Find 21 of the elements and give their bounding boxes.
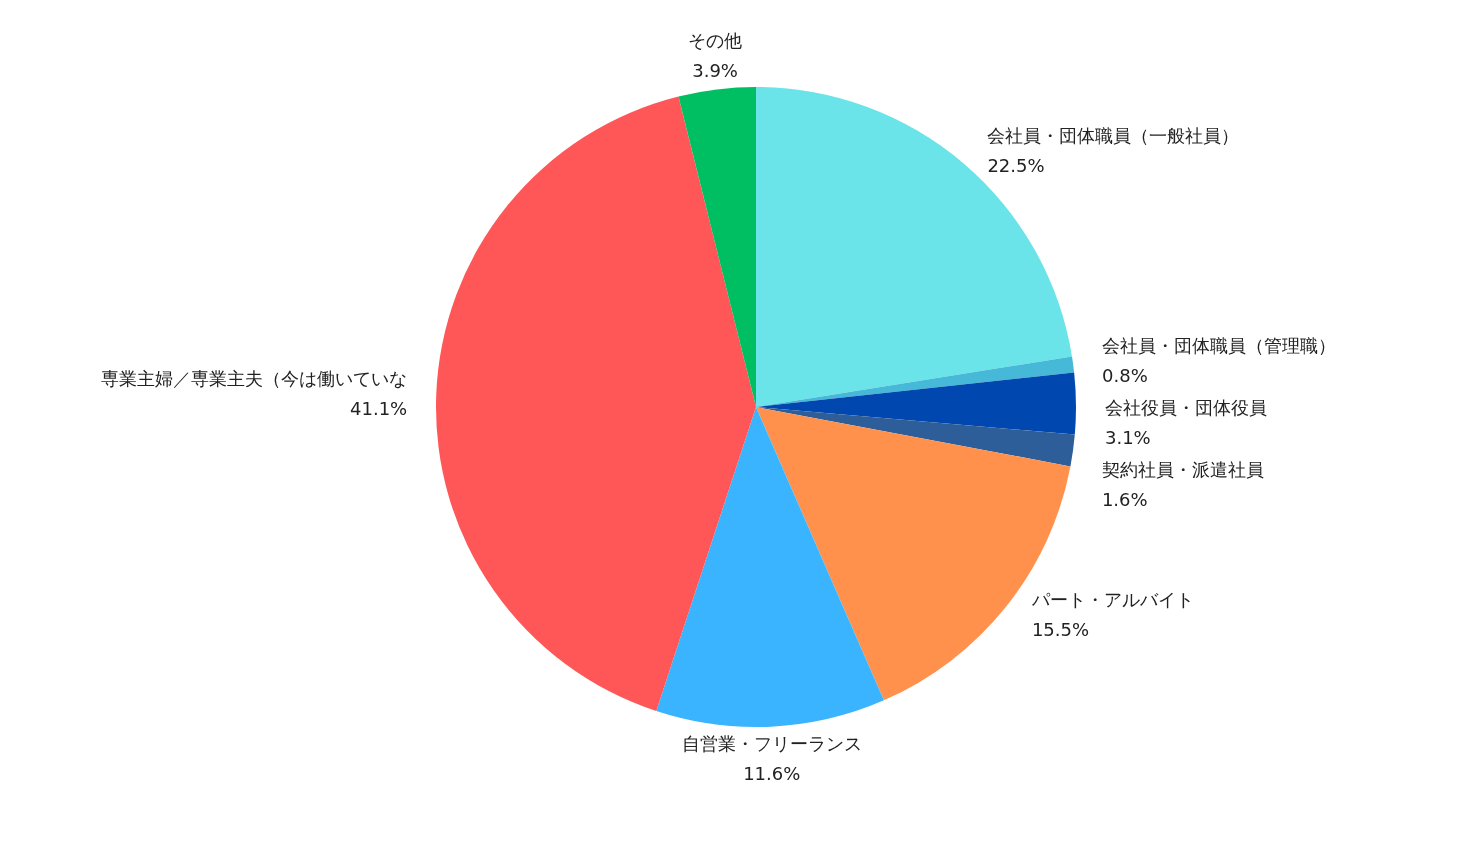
slice-label: 会社員・団体職員（管理職）: [1102, 335, 1337, 357]
slice-label: 専業主婦／専業主夫（今は働いていな: [101, 367, 408, 389]
pie-slice: [656, 407, 884, 727]
slice-label: 会社員・団体職員（一般社員）: [987, 125, 1240, 147]
slice-label: 契約社員・派遣社員: [1101, 459, 1264, 481]
pie-slice: [756, 407, 1075, 467]
slice-label: その他: [688, 29, 743, 51]
slice-label: 会社役員・団体役員: [1104, 397, 1267, 419]
slice-label: 自営業・フリーランス: [681, 732, 862, 754]
pie-slice: [678, 87, 756, 407]
data-label: 0.8%: [1102, 365, 1148, 387]
data-label: 1.6%: [1101, 489, 1148, 511]
pie-slice: [756, 356, 1075, 407]
pie-slice: [436, 96, 756, 712]
slice-label: パート・アルバイト: [1030, 588, 1194, 610]
data-label: 22.5%: [987, 155, 1045, 177]
data-label: 15.5%: [1031, 618, 1090, 640]
data-label: 41.1%: [350, 397, 408, 419]
data-label: 11.6%: [743, 762, 801, 784]
data-label: 3.9%: [692, 59, 738, 81]
data-label: 3.1%: [1104, 427, 1151, 449]
